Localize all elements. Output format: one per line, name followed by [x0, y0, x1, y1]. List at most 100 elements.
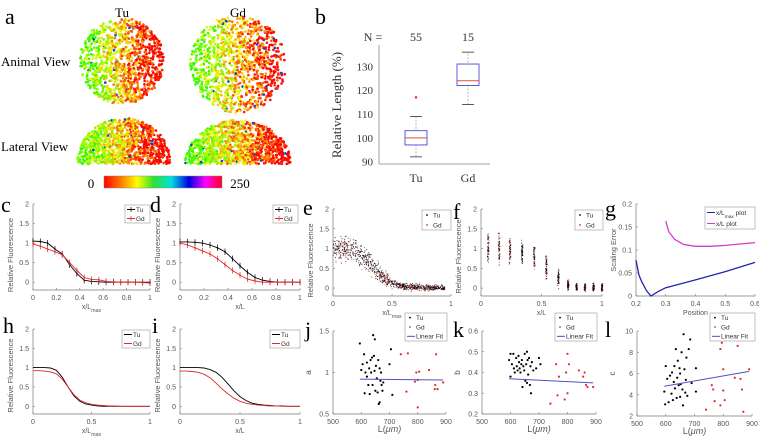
data-point	[364, 259, 366, 261]
cell-dot	[252, 139, 255, 142]
cell-dot	[128, 98, 132, 101]
y-axis-label: Relative Length (%)	[329, 52, 344, 158]
cell-dot	[230, 126, 233, 129]
cell-dot	[261, 62, 265, 66]
cell-dot	[150, 87, 154, 91]
cell-dot	[246, 91, 249, 94]
cell-dot	[212, 36, 216, 39]
x-tick-label: 1	[148, 295, 152, 302]
cell-dot	[104, 94, 108, 98]
cell-dot	[207, 71, 211, 75]
cell-dot	[188, 154, 192, 157]
cell-dot	[280, 53, 283, 57]
cell-dot	[127, 52, 130, 56]
cell-dot	[142, 74, 145, 77]
cell-dot	[224, 132, 228, 136]
cell-dot	[210, 64, 214, 68]
cell-dot	[270, 75, 274, 78]
cell-dot	[138, 47, 141, 51]
cell-dot	[213, 42, 217, 46]
cell-dot	[108, 50, 112, 53]
cell-dot	[243, 135, 247, 139]
cell-dot	[83, 62, 86, 66]
cell-dot	[155, 43, 159, 46]
cell-dot	[100, 143, 103, 147]
cell-dot	[278, 152, 281, 156]
y-tick-label: 130	[357, 61, 374, 73]
data-point	[61, 254, 64, 256]
cell-dot	[251, 64, 254, 67]
cell-dot	[138, 139, 142, 143]
cell-dot	[234, 111, 238, 114]
cell-dot	[106, 70, 109, 74]
cell-dot	[199, 87, 202, 91]
cell-dot	[187, 158, 191, 161]
cell-dot	[263, 30, 266, 33]
data-point	[378, 263, 380, 265]
cell-dot	[142, 28, 146, 32]
cell-dot	[94, 73, 98, 77]
cell-dot	[145, 34, 149, 37]
cell-dot	[257, 162, 261, 165]
cell-dot	[196, 81, 200, 84]
data-point	[98, 279, 100, 281]
cell-dot	[265, 41, 269, 44]
cell-dot	[149, 134, 152, 137]
cell-dot	[93, 36, 97, 39]
cell-dot	[93, 71, 96, 74]
cell-dot	[116, 25, 120, 29]
data-point	[194, 241, 196, 244]
cell-dot	[226, 147, 230, 151]
cell-dot	[151, 57, 155, 61]
cell-dot	[239, 134, 242, 137]
cell-dot	[130, 29, 133, 33]
cell-dot	[127, 161, 130, 165]
cell-dot	[238, 150, 242, 154]
cell-dot	[91, 30, 94, 34]
cell-dot	[125, 36, 128, 39]
cell-dot	[151, 66, 154, 69]
data-point	[333, 253, 335, 255]
cell-dot	[168, 158, 171, 162]
cell-dot	[206, 53, 210, 57]
cell-dot	[251, 88, 254, 91]
cell-dot	[143, 79, 146, 83]
cell-dot	[119, 138, 122, 141]
cell-dot	[106, 26, 110, 29]
cell-dot	[212, 133, 216, 137]
cell-dot	[95, 49, 98, 53]
cell-dot	[216, 24, 220, 28]
cell-dot	[102, 61, 106, 65]
cell-dot	[223, 125, 226, 129]
cell-dot	[208, 41, 212, 44]
cell-dot	[109, 147, 112, 151]
cell-dot	[277, 50, 280, 53]
cell-dot	[142, 61, 145, 64]
cell-dot	[118, 148, 122, 151]
cell-dot	[85, 157, 89, 161]
cell-dot	[103, 155, 106, 158]
cell-dot	[213, 94, 217, 98]
cell-dot	[269, 91, 272, 95]
data-point	[375, 276, 377, 278]
cell-dot	[79, 151, 82, 154]
cell-dot	[242, 30, 245, 34]
cell-dot	[151, 62, 154, 65]
cell-dot	[100, 32, 103, 35]
data-point	[352, 244, 354, 246]
cell-dot	[84, 141, 88, 144]
cell-dot	[248, 37, 251, 41]
cell-dot	[255, 72, 259, 76]
cell-dot	[205, 141, 208, 144]
cell-dot	[158, 147, 162, 150]
cell-dot	[124, 142, 128, 145]
cell-dot	[200, 133, 204, 136]
cell-dot	[187, 151, 191, 155]
cell-dot	[272, 148, 275, 151]
cell-dot	[138, 58, 142, 61]
cell-dot	[113, 98, 117, 102]
data-point	[370, 264, 372, 266]
cell-dot	[246, 138, 249, 141]
cell-dot	[79, 61, 83, 65]
